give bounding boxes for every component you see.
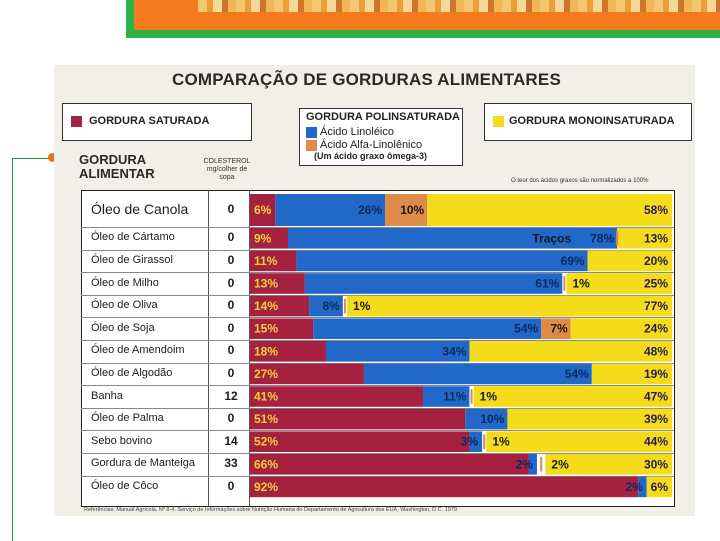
row-label: Óleo de Côco [91, 479, 159, 492]
legend-mono-swatch [493, 116, 504, 127]
legend-omega-note: (Um ácido graxo ômega-3) [314, 151, 428, 161]
row-separator [81, 227, 674, 228]
cholesterol-header-line-1: COLESTEROL [203, 158, 251, 165]
cholesterol-value: 33 [224, 456, 238, 471]
row-label: Óleo de Milho [91, 276, 159, 289]
bracket-dot [48, 153, 57, 162]
legend-saturated-label: GORDURA SATURADA [89, 115, 210, 127]
legend-linoleic-swatch [306, 127, 317, 138]
cholesterol-header-line-3: sopa [219, 174, 235, 181]
row-label: Óleo de Amendoim [91, 344, 185, 357]
legend-saturated: GORDURA SATURADA [62, 103, 252, 141]
row-label: Óleo de Canola [91, 201, 189, 217]
cholesterol-value: 0 [227, 343, 235, 358]
row-label: Óleo de Algodão [91, 366, 173, 379]
header-photo-strip [198, 0, 720, 12]
chart-title: COMPARAÇÃO DE GORDURAS ALIMENTARES [172, 70, 561, 89]
row-separator [81, 475, 674, 477]
cholesterol-value: 14 [224, 433, 238, 448]
row-separator [81, 340, 674, 341]
row-separator [81, 453, 674, 454]
cholesterol-value: 0 [227, 230, 235, 245]
cholesterol-value: 0 [227, 275, 235, 290]
row-label: Banha [91, 389, 123, 402]
row-separator [81, 407, 674, 409]
left-decorative-bracket [12, 158, 55, 541]
legend-saturated-swatch [71, 116, 82, 127]
row-label: Óleo de Soja [91, 321, 155, 334]
cholesterol-value: 0 [227, 298, 235, 313]
axis-title-line-1: GORDURA [79, 152, 147, 167]
legend-linoleic-label: Ácido Linoléico [320, 126, 394, 138]
cholesterol-value: 12 [224, 388, 238, 403]
legend-monounsaturated: GORDURA MONOINSATURADA [484, 103, 692, 141]
row-separator [81, 430, 674, 432]
row-separator [81, 385, 674, 387]
reference-note: Referências: Manual Agrícola, Nº 8-4. Se… [84, 507, 457, 513]
legend-alpha-label: Ácido Alfa-Linolênico [320, 139, 423, 151]
normalization-note: O teor dos ácidos graxos são normalizado… [511, 178, 649, 184]
row-label: Óleo de Palma [91, 412, 164, 425]
legend-alpha-swatch [306, 140, 317, 151]
row-label: Gordura de Manteiga [91, 457, 195, 470]
axis-title: GORDURA ALIMENTAR [79, 153, 155, 181]
row-separator [81, 294, 674, 296]
cholesterol-header-line-2: mg/colher de [206, 166, 248, 173]
axis-title-line-2: ALIMENTAR [79, 166, 155, 181]
legend-mono-label: GORDURA MONOINSATURADA [509, 115, 675, 127]
row-separator [81, 362, 674, 364]
cholesterol-value: 0 [227, 365, 235, 380]
slide-header [0, 0, 720, 40]
row-label: Óleo de Girassol [91, 253, 173, 266]
chart-card: COMPARAÇÃO DE GORDURAS ALIMENTARES GORDU… [54, 65, 695, 516]
cholesterol-header: COLESTEROL mg/colher de sopa [202, 158, 252, 182]
cholesterol-value: 0 [227, 478, 235, 493]
cholesterol-value: 0 [227, 320, 235, 335]
row-label: Óleo de Cártamo [91, 231, 175, 244]
legend-poly-title: GORDURA POLINSATURADA [306, 111, 460, 123]
column-divider-cholesterol [249, 190, 250, 506]
cholesterol-value: 0 [227, 411, 235, 426]
row-label: Sebo bovino [91, 434, 153, 447]
cholesterol-value: 0 [227, 202, 235, 216]
header-green-hook [126, 0, 134, 38]
row-separator [81, 249, 674, 251]
cholesterol-value: 0 [227, 252, 235, 267]
row-separator [81, 317, 674, 319]
row-label: Óleo de Oliva [91, 299, 158, 312]
row-separator [81, 272, 674, 274]
legend-polyunsaturated: GORDURA POLINSATURADA Ácido Linoléico Ác… [299, 108, 463, 166]
column-divider-name [208, 190, 209, 506]
header-green-band [126, 30, 720, 38]
